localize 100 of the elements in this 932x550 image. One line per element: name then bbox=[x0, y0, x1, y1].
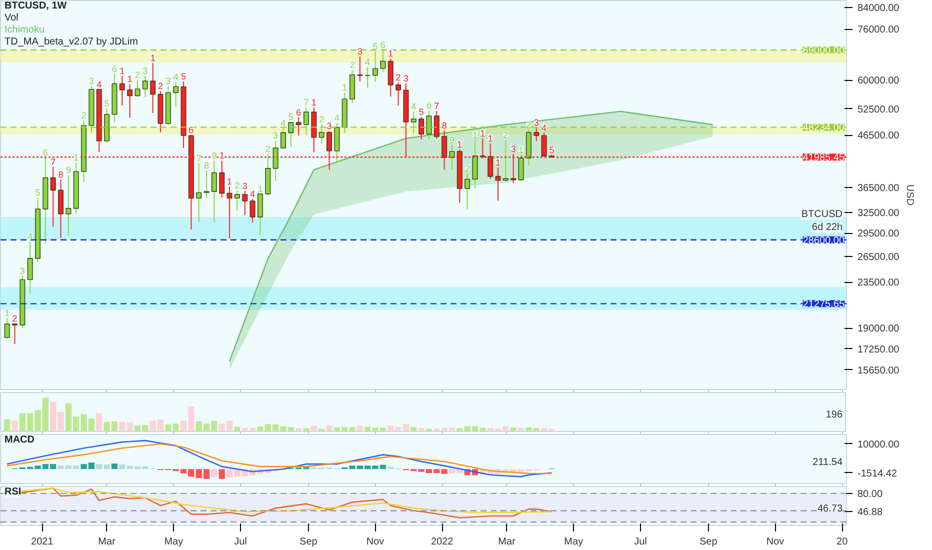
chart-title: RSI bbox=[4, 486, 22, 498]
text: 2 bbox=[158, 81, 164, 92]
text: 1 bbox=[74, 152, 79, 162]
text: 2 bbox=[319, 114, 324, 124]
text: 8 bbox=[442, 120, 447, 130]
text: 9 bbox=[66, 165, 71, 176]
text: 4 bbox=[542, 122, 547, 133]
text: 2 bbox=[464, 164, 470, 174]
y-tick-label: 80.00 bbox=[858, 488, 883, 500]
x-tick-label: Mar bbox=[498, 536, 516, 548]
text: 2 bbox=[81, 110, 86, 121]
y-tick-label: 76000.00 bbox=[858, 24, 900, 36]
text: 5 bbox=[288, 112, 294, 122]
text: 4 bbox=[250, 188, 256, 199]
x-tick-label: Nov bbox=[766, 536, 784, 548]
y-tick-label: 52500.00 bbox=[858, 104, 900, 116]
y-tick-label: 23500.00 bbox=[858, 278, 900, 289]
annotation: 46.73 bbox=[817, 503, 843, 514]
x-tick-label: Nov bbox=[366, 536, 384, 548]
x-tick-label: Mar bbox=[98, 536, 116, 548]
y-tick-label: 17250.00 bbox=[858, 344, 900, 356]
text: 6 bbox=[112, 64, 117, 74]
text: 2 bbox=[503, 130, 508, 140]
text: 2 bbox=[234, 180, 240, 190]
text: 1 bbox=[480, 128, 486, 138]
text: 3 bbox=[326, 121, 332, 132]
text: 2 bbox=[134, 70, 140, 80]
text: 2 bbox=[265, 144, 270, 154]
text: Ichimoku bbox=[4, 24, 45, 36]
text: 8 bbox=[58, 169, 64, 180]
text: 5 bbox=[549, 144, 554, 155]
y-axis-title: USD bbox=[904, 184, 916, 206]
text: 5 bbox=[104, 98, 110, 108]
x-tick-label: 2022 bbox=[431, 536, 454, 548]
text: 1 bbox=[120, 66, 125, 76]
text: 6 bbox=[426, 100, 432, 111]
text: 6 bbox=[188, 125, 194, 136]
text: 3 bbox=[273, 130, 278, 141]
text: 3 bbox=[534, 117, 539, 128]
text: 9 bbox=[212, 150, 217, 161]
text: 9 bbox=[449, 135, 455, 146]
y-tick-label: 29500.00 bbox=[858, 228, 900, 240]
y-tick-label: 10000.00 bbox=[858, 439, 900, 450]
annotation: 196 bbox=[826, 409, 843, 420]
y-tick-label: 46.88 bbox=[858, 507, 883, 518]
text: 7 bbox=[50, 157, 56, 168]
x-tick-label: Jul bbox=[634, 536, 647, 548]
y-tick-label: 19000.00 bbox=[858, 324, 900, 335]
annotation: BTCUSD bbox=[801, 208, 843, 220]
text: 3 bbox=[510, 144, 516, 154]
text: 2 bbox=[350, 60, 355, 70]
annotation: TD_MA_beta_v2.07 by JDLim bbox=[4, 36, 138, 48]
y-tick-label: 84000.00 bbox=[858, 3, 900, 14]
y-tick-label: 36500.00 bbox=[858, 182, 900, 194]
text: 8 bbox=[204, 160, 210, 170]
y-tick-label: 26500.00 bbox=[858, 252, 900, 263]
text: 4 bbox=[28, 231, 33, 242]
x-tick-label: 2021 bbox=[31, 536, 54, 548]
text: 1 bbox=[127, 74, 132, 84]
text: 5 bbox=[372, 42, 378, 52]
chart-title: BTCUSD, 1W bbox=[4, 0, 68, 12]
x-tick-label: Sep bbox=[700, 536, 718, 548]
text: 1 bbox=[488, 134, 493, 144]
text: 4 bbox=[411, 101, 416, 112]
text: 4 bbox=[280, 118, 286, 128]
text: 5 bbox=[35, 188, 40, 198]
x-tick-label: May bbox=[564, 536, 584, 548]
text: 5 bbox=[418, 106, 424, 117]
y-tick-label: -1514.42 bbox=[858, 468, 898, 480]
text: 1 bbox=[457, 139, 462, 150]
text: 1 bbox=[219, 150, 224, 161]
text: 1 bbox=[342, 82, 348, 93]
text: 1 bbox=[4, 308, 10, 318]
text: 1 bbox=[150, 53, 156, 64]
x-tick-label: May bbox=[164, 536, 184, 548]
text: 5 bbox=[181, 72, 186, 82]
y-tick-label: 32500.00 bbox=[858, 208, 900, 219]
text: 3 bbox=[357, 46, 362, 56]
text: 3 bbox=[88, 76, 94, 86]
chart-title: MACD bbox=[4, 434, 34, 446]
text: 1 bbox=[472, 130, 478, 140]
text: 1 bbox=[518, 144, 524, 155]
y-tick-label: 60000.00 bbox=[858, 76, 900, 87]
text: 2 bbox=[12, 313, 18, 324]
ref-line-label: 48234.00 bbox=[802, 122, 845, 134]
text: 4 bbox=[334, 112, 340, 123]
text: 1 bbox=[388, 48, 394, 59]
y-tick-label: 15650.00 bbox=[858, 365, 900, 376]
text: 6 bbox=[296, 107, 302, 118]
text: Vol bbox=[4, 12, 18, 24]
annotation: 6d 22h bbox=[812, 222, 843, 233]
y-tick-label: 46500.00 bbox=[858, 130, 900, 142]
text: 1 bbox=[311, 97, 316, 108]
text: 7 bbox=[304, 97, 309, 108]
text: 1 bbox=[227, 176, 232, 187]
x-tick-label: Jul bbox=[234, 536, 247, 548]
text: 4 bbox=[173, 72, 178, 82]
x-tick-label: Sep bbox=[300, 536, 318, 548]
x-tick-label: 20 bbox=[836, 536, 848, 548]
text: 2 bbox=[526, 120, 532, 130]
